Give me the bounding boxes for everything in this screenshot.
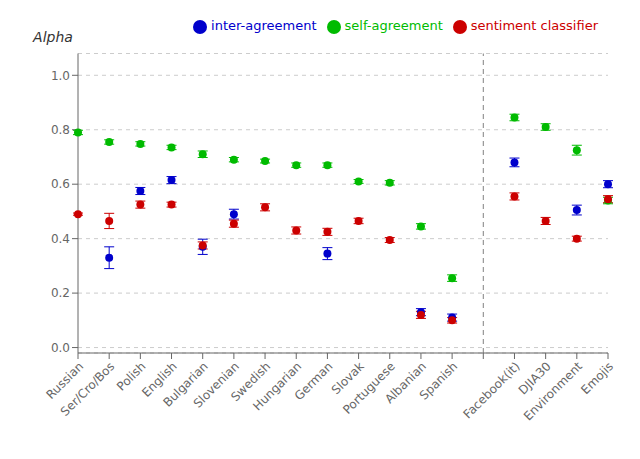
svg-text:Slovenian: Slovenian [191, 359, 242, 410]
svg-text:0.0: 0.0 [51, 341, 70, 355]
svg-text:Bulgarian: Bulgarian [160, 359, 211, 410]
svg-text:Polish: Polish [114, 359, 149, 394]
svg-text:Environment: Environment [521, 359, 585, 423]
svg-text:Portuguese: Portuguese [340, 359, 398, 417]
svg-text:English: English [139, 359, 180, 400]
html-text:inter-agreement: inter-agreement [211, 18, 317, 33]
html-text:sentiment classifier: sentiment classifier [470, 18, 598, 33]
svg-text:Slovak: Slovak [328, 359, 367, 398]
svg-text:0.4: 0.4 [51, 232, 70, 246]
svg-text:Albanian: Albanian [382, 359, 430, 407]
svg-text:DJIA30: DJIA30 [515, 359, 554, 398]
svg-text:Swedish: Swedish [228, 359, 274, 405]
svg-text:Facebook(it): Facebook(it) [461, 359, 523, 421]
svg-text:Russian: Russian [43, 359, 87, 402]
svg-text:German: German [292, 359, 336, 403]
svg-text:Spanish: Spanish [417, 359, 460, 402]
svg-text:0.6: 0.6 [51, 177, 70, 191]
svg-text:Emojis: Emojis [578, 359, 616, 397]
svg-text:0.2: 0.2 [51, 286, 70, 300]
svg-text:Alpha: Alpha [32, 29, 73, 45]
svg-text:0.8: 0.8 [51, 123, 70, 137]
svg-text:1.0: 1.0 [51, 69, 70, 83]
html-text:self-agreement: self-agreement [344, 18, 443, 33]
svg-text:Hungarian: Hungarian [250, 359, 304, 413]
svg-text:Ser/Cro/Bos: Ser/Cro/Bos [58, 359, 118, 419]
